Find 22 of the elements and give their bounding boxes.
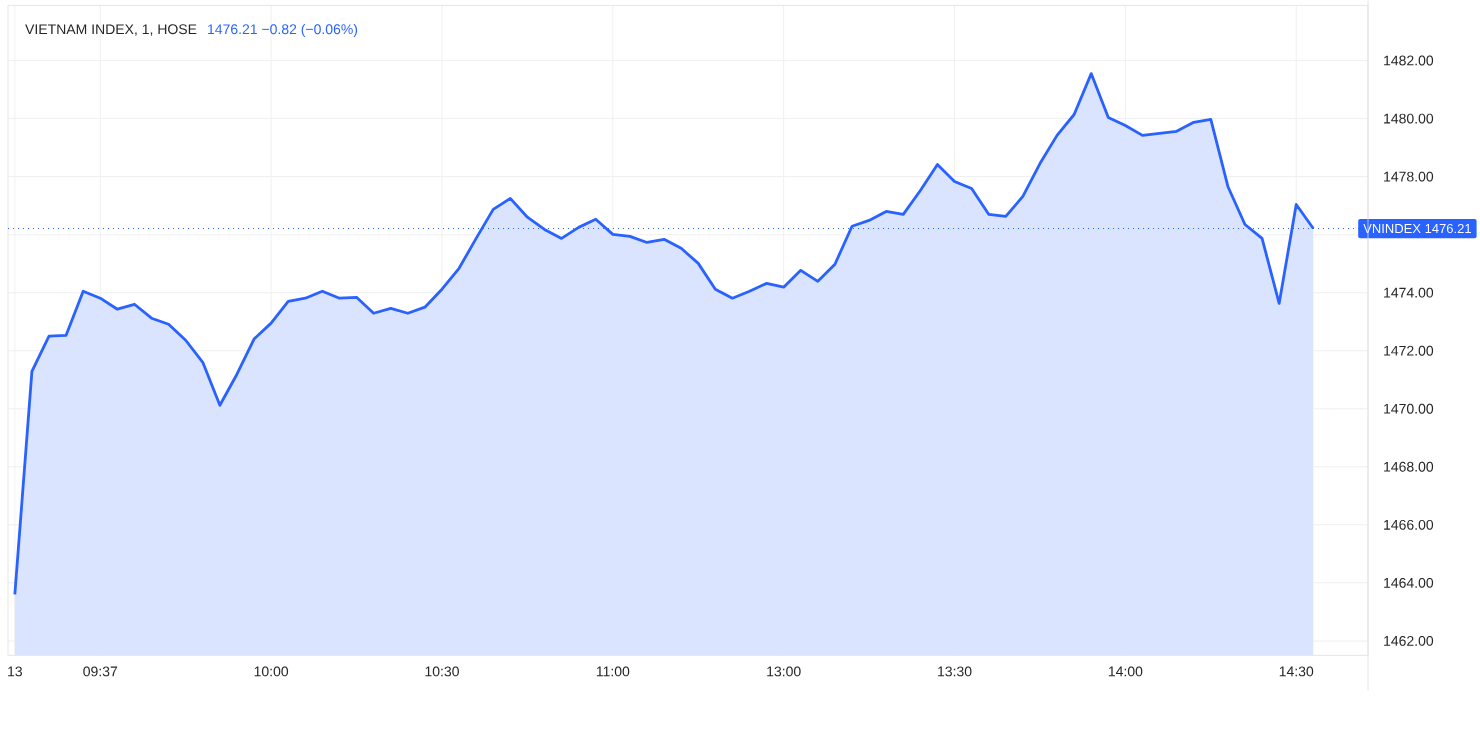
text: 1476.21 −0.82 (−0.06%) bbox=[208, 23, 358, 37]
ref-line-label: VNINDEX 1476.21 bbox=[1363, 223, 1471, 233]
y-tick-label: 1472.00 bbox=[1384, 345, 1434, 356]
x-tick-label: 11:00 bbox=[596, 666, 630, 677]
text: VIETNAM INDEX, 1, HOSE bbox=[25, 24, 197, 36]
y-tick-label: 1466.00 bbox=[1384, 519, 1434, 530]
x-tick-label: 10:00 bbox=[254, 666, 289, 677]
x-tick-label: 13:00 bbox=[767, 666, 801, 677]
x-tick-label: 14:00 bbox=[1108, 666, 1143, 677]
x-tick-label: 13 bbox=[8, 666, 22, 677]
x-tick-label: 10:30 bbox=[425, 666, 459, 677]
y-tick-label: 1482.00 bbox=[1384, 55, 1434, 66]
y-tick-label: 1480.00 bbox=[1384, 113, 1434, 124]
x-tick-label: 09:37 bbox=[83, 666, 118, 677]
y-tick-label: 1462.00 bbox=[1384, 635, 1434, 646]
y-tick-label: 1464.00 bbox=[1384, 577, 1434, 588]
x-tick-label: 13:30 bbox=[938, 666, 972, 677]
y-tick-label: 1468.00 bbox=[1384, 461, 1434, 472]
y-tick-label: 1478.00 bbox=[1384, 171, 1434, 182]
x-tick-label: 14:30 bbox=[1279, 666, 1314, 677]
y-tick-label: 1474.00 bbox=[1384, 287, 1434, 298]
y-tick-label: 1470.00 bbox=[1384, 403, 1434, 414]
